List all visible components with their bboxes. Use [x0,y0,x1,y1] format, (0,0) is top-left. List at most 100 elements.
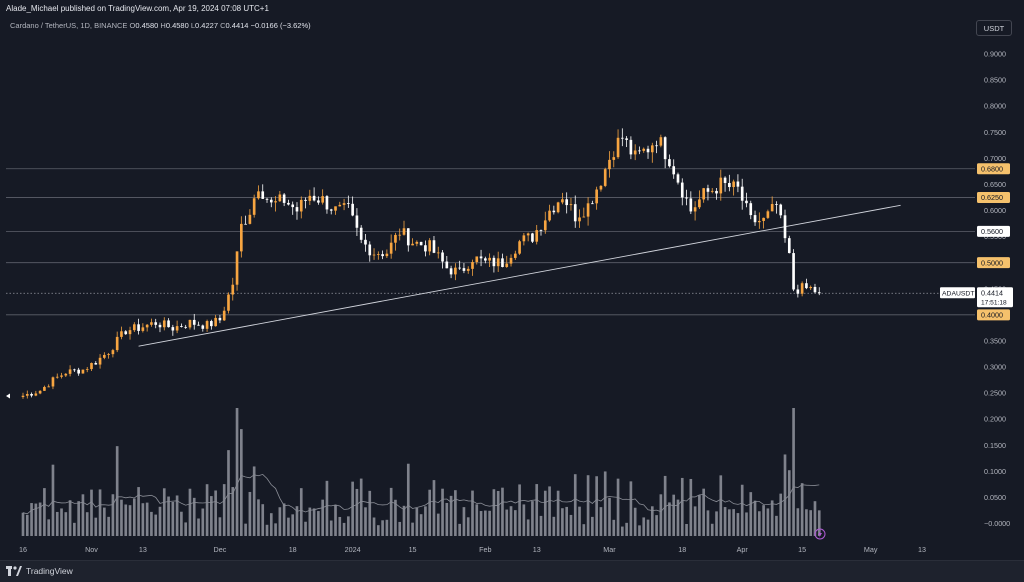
candle-body[interactable] [663,137,667,160]
candle-body[interactable] [680,182,684,198]
candle-body[interactable] [805,283,808,289]
candle-body[interactable] [796,289,800,294]
candle-body[interactable] [638,150,641,152]
candle-body[interactable] [539,230,543,231]
candle-body[interactable] [454,267,457,275]
candle-body[interactable] [659,137,663,146]
candle-body[interactable] [706,188,710,192]
candle-body[interactable] [616,137,620,158]
candle-body[interactable] [779,204,783,216]
candle-body[interactable] [462,268,466,271]
candle-body[interactable] [531,233,534,242]
candle-body[interactable] [458,267,461,269]
candle-body[interactable] [261,191,265,199]
candle-body[interactable] [385,253,389,257]
candle-body[interactable] [201,325,205,329]
candle-body[interactable] [509,257,513,264]
candle-body[interactable] [188,319,192,328]
candle-body[interactable] [398,234,402,236]
tradingview-logo[interactable]: TradingView [6,566,73,576]
candle-body[interactable] [496,258,500,267]
candle-body[interactable] [522,235,526,242]
candle-body[interactable] [698,199,701,208]
candle-body[interactable] [406,228,410,246]
candle-body[interactable] [565,199,569,206]
candle-body[interactable] [210,321,213,327]
candle-body[interactable] [766,211,770,218]
candle-body[interactable] [265,198,269,200]
candle-body[interactable] [145,324,149,328]
candle-body[interactable] [137,324,140,331]
candle-body[interactable] [800,283,804,294]
candle-body[interactable] [633,150,637,155]
candle-body[interactable] [141,327,145,331]
candle-body[interactable] [304,199,307,201]
candle-body[interactable] [556,202,560,213]
candle-body[interactable] [488,257,491,261]
candle-body[interactable] [244,223,247,225]
candle-body[interactable] [94,363,98,365]
candle-body[interactable] [650,145,654,153]
trendline[interactable] [138,204,901,347]
candle-body[interactable] [372,254,376,256]
candle-body[interactable] [192,319,196,325]
candle-body[interactable] [295,207,299,212]
candle-body[interactable] [676,174,680,183]
candle-body[interactable] [432,240,436,253]
candle-body[interactable] [30,393,33,396]
candle-body[interactable] [107,354,110,355]
candle-body[interactable] [252,198,256,215]
candle-body[interactable] [394,234,397,243]
candle-body[interactable] [702,188,705,200]
candle-body[interactable] [783,215,787,239]
candle-body[interactable] [732,181,735,188]
candle-body[interactable] [740,186,744,201]
candle-body[interactable] [282,194,286,203]
candle-body[interactable] [548,210,551,221]
candle-body[interactable] [526,233,530,236]
candle-body[interactable] [368,244,372,256]
candle-body[interactable] [158,324,162,328]
candle-body[interactable] [573,204,577,222]
candle-body[interactable] [535,230,539,242]
candle-body[interactable] [227,294,230,311]
candle-body[interactable] [745,200,748,204]
symbol-name[interactable]: Cardano / TetherUS, 1D, BINANCE [10,21,128,30]
candle-body[interactable] [128,330,132,335]
candle-body[interactable] [787,238,791,254]
candle-body[interactable] [34,393,38,396]
candle-body[interactable] [389,242,393,254]
candle-body[interactable] [381,254,384,257]
candle-body[interactable] [38,390,42,394]
candle-body[interactable] [813,286,817,293]
candle-body[interactable] [351,203,354,216]
candle-body[interactable] [513,253,517,258]
candle-body[interactable] [595,189,598,204]
candle-body[interactable] [710,190,714,192]
candle-body[interactable] [85,369,89,370]
candle-body[interactable] [154,322,158,325]
candle-body[interactable] [586,203,590,217]
candle-body[interactable] [736,181,740,187]
candle-body[interactable] [591,203,594,205]
candle-body[interactable] [77,369,80,374]
candle-body[interactable] [753,215,757,223]
candle-body[interactable] [762,217,765,221]
candle-body[interactable] [325,196,329,210]
candle-body[interactable] [175,326,179,331]
candle-body[interactable] [817,292,821,294]
candle-body[interactable] [329,209,333,211]
candle-body[interactable] [342,203,346,205]
candle-body[interactable] [103,354,106,358]
candle-body[interactable] [338,204,342,207]
candle-body[interactable] [124,331,128,335]
candle-body[interactable] [719,177,723,194]
candle-body[interactable] [278,194,282,202]
candle-body[interactable] [685,197,688,199]
candle-body[interactable] [257,191,260,199]
candle-body[interactable] [317,200,320,203]
candle-body[interactable] [68,369,72,374]
candle-body[interactable] [274,201,277,203]
candle-body[interactable] [218,317,222,321]
candle-body[interactable] [689,198,693,212]
